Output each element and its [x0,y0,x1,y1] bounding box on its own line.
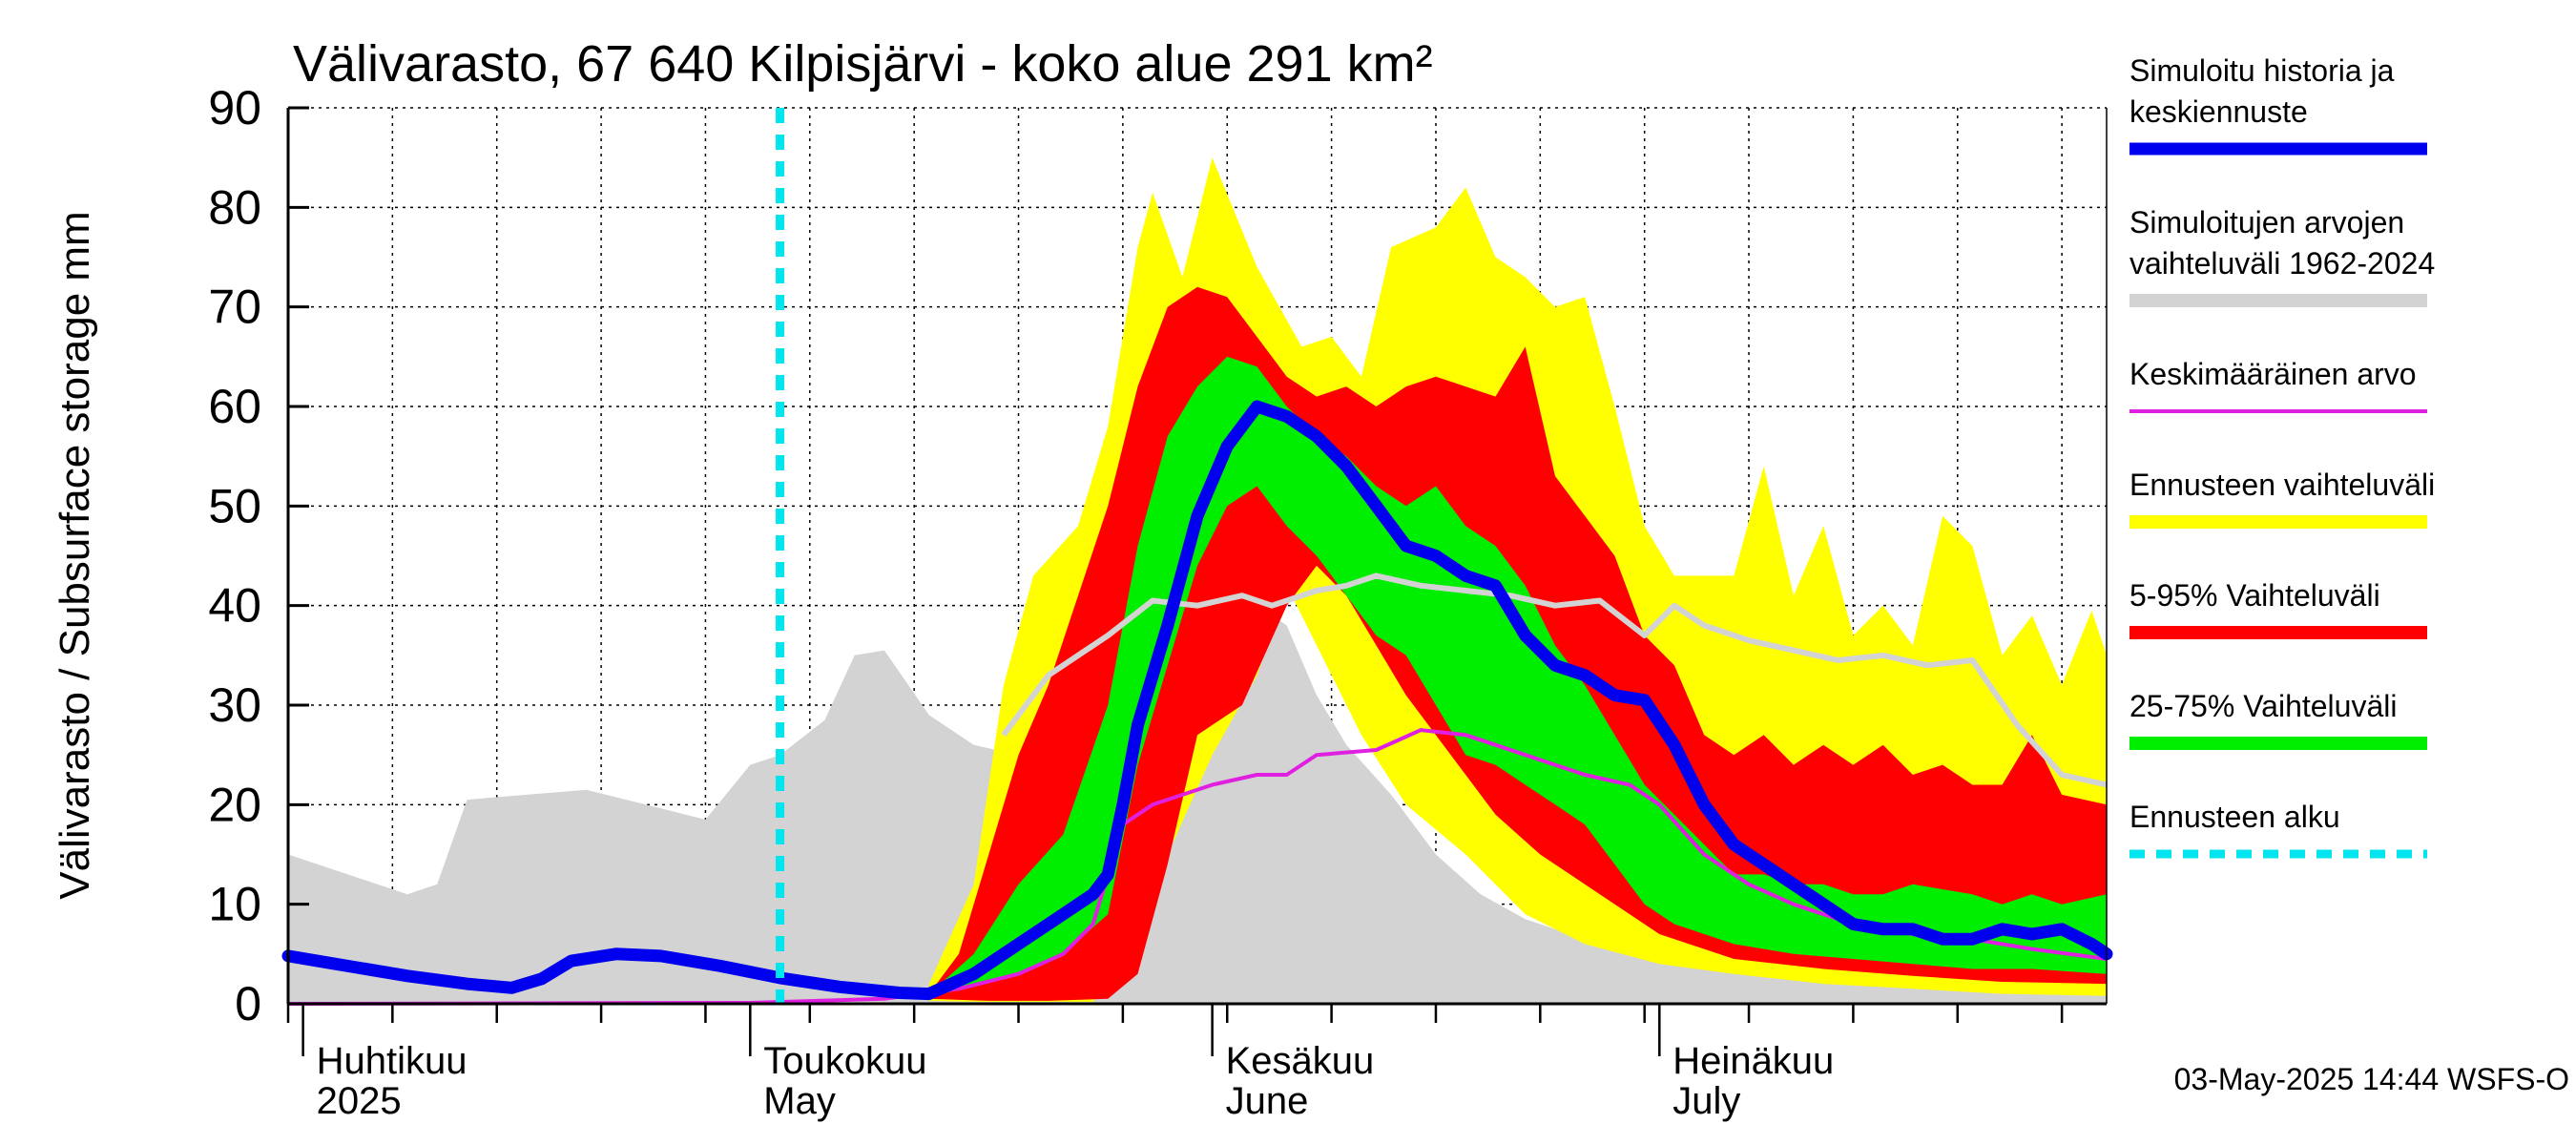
history-range-band [288,591,2107,1004]
y-tick-label: 0 [235,977,261,1030]
y-tick-label: 80 [208,180,261,234]
y-axis-label: Välivarasto / Subsurface storage mm [52,211,98,899]
legend-label: Keskimääräinen arvo [2129,357,2417,391]
legend-label: Ennusteen vaihteluväli [2129,468,2435,502]
footer-timestamp: 03-May-2025 14:44 WSFS-O [2174,1062,2569,1096]
legend-label: Ennusteen alku [2129,800,2340,834]
average-line [287,728,2108,1006]
legend: Simuloitu historia ja keskiennuste Simuloi… [2129,53,2435,859]
legend-label: keskiennuste [2129,94,2308,129]
bands [288,157,2107,1004]
y-tick-label: 50 [208,479,261,532]
p25-75-band [928,356,2107,999]
chart-title: Välivarasto, 67 640 Kilpisjärvi - koko a… [293,35,1433,93]
history-median-line [1001,572,2108,788]
month-label-sub: July [1672,1080,1740,1122]
y-tick-label: 10 [208,878,261,931]
legend-label: 25-75% Vaihteluväli [2129,689,2397,723]
month-label: Heinäkuu [1672,1040,1834,1082]
legend-label: 5-95% Vaihteluväli [2129,578,2380,613]
mean-forecast-line [281,400,2113,1001]
y-tick-label: 70 [208,281,261,334]
month-label: Toukokuu [763,1040,926,1082]
month-label-sub: May [763,1080,836,1122]
month-label: Kesäkuu [1226,1040,1375,1082]
month-label-sub: June [1226,1080,1309,1122]
legend-label: Simuloitu historia ja [2129,53,2395,88]
y-tick-label: 60 [208,380,261,433]
lines [281,108,2113,1006]
month-label-sub: 2025 [317,1080,402,1122]
y-tick-label: 30 [208,678,261,732]
y-tick-label: 90 [208,81,261,135]
month-label: Huhtikuu [317,1040,467,1082]
y-tick-label: 20 [208,778,261,831]
y-tick-label: 40 [208,579,261,633]
legend-label: Simuloitujen arvojen [2129,205,2404,239]
legend-label: vaihteluväli 1962-2024 [2129,246,2435,281]
